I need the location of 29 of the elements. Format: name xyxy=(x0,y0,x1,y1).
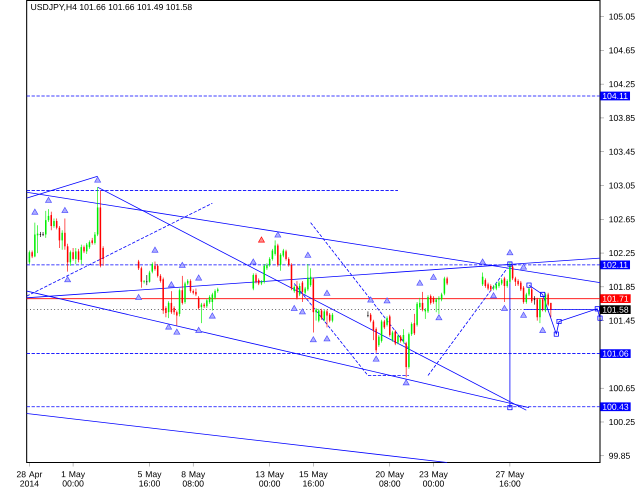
y-tick-label: 103.45 xyxy=(609,148,635,155)
ref-line-label: 101.58 xyxy=(602,306,628,313)
x-tick-label: 1 May 00:00 xyxy=(62,471,86,487)
y-tick-label: 102.25 xyxy=(609,250,635,256)
y-tick-label: 103.05 xyxy=(609,182,635,189)
y-tick-label: 105.05 xyxy=(609,14,635,20)
x-tick-label: 23 May 00:00 xyxy=(420,471,448,487)
y-tick-label: 104.65 xyxy=(609,47,635,54)
ref-line-label: 101.71 xyxy=(602,296,628,302)
x-tick-label: 8 May 08:00 xyxy=(182,471,206,487)
ref-line-label: 102.11 xyxy=(602,262,628,268)
y-tick-label: 103.85 xyxy=(609,114,635,121)
ref-line-label: 101.06 xyxy=(602,350,628,357)
x-tick-label: 5 May 16:00 xyxy=(138,471,162,487)
y-tick-label: 102.65 xyxy=(609,216,635,222)
chart-title: USDJPY,H4 101.66 101.66 101.49 101.58 xyxy=(31,4,192,12)
ref-line-label: 100.43 xyxy=(602,404,628,410)
x-tick-label: 27 May 16:00 xyxy=(496,471,524,487)
y-tick-label: 100.65 xyxy=(609,385,635,392)
y-tick-label: 99.85 xyxy=(609,452,630,459)
y-tick-label: 100.25 xyxy=(609,418,635,426)
x-tick-label: 28 Apr 2014 xyxy=(16,471,42,487)
x-tick-label: 15 May 16:00 xyxy=(300,471,328,487)
y-tick-label: 101.85 xyxy=(609,284,635,290)
y-tick-label: 104.25 xyxy=(609,81,635,88)
x-tick-label: 13 May 00:00 xyxy=(256,471,284,487)
y-tick-label: 101.45 xyxy=(609,318,635,324)
x-tick-label: 20 May 08:00 xyxy=(376,471,404,487)
ref-line-label: 104.11 xyxy=(602,92,628,100)
